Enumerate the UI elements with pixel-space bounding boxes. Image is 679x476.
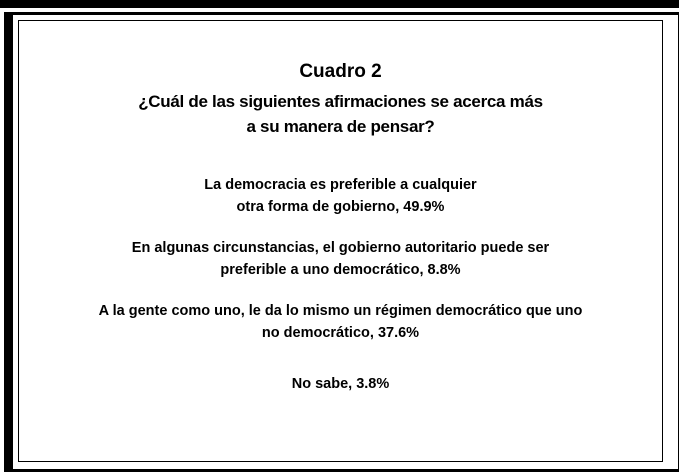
question-line: a su manera de pensar?: [246, 117, 435, 136]
option-line: La democracia es preferible a cualquier: [204, 177, 477, 193]
inner-box: [18, 20, 663, 462]
option-line: En algunas circunstancias, el gobierno a…: [131, 240, 550, 256]
top-bar: [0, 0, 679, 8]
option-line: A la gente como uno, le da lo mismo un r…: [98, 303, 583, 319]
option-line: otra forma de gobierno, 49.9%: [236, 199, 445, 215]
title: Cuadro 2: [299, 61, 382, 82]
option-line: preferible a uno democrático, 8.8%: [220, 262, 461, 278]
question-line: ¿Cuál de las siguientes afirmaciones se …: [138, 92, 543, 111]
option-line: no democrático, 37.6%: [261, 325, 420, 341]
option-line: No sabe, 3.8%: [291, 376, 390, 392]
